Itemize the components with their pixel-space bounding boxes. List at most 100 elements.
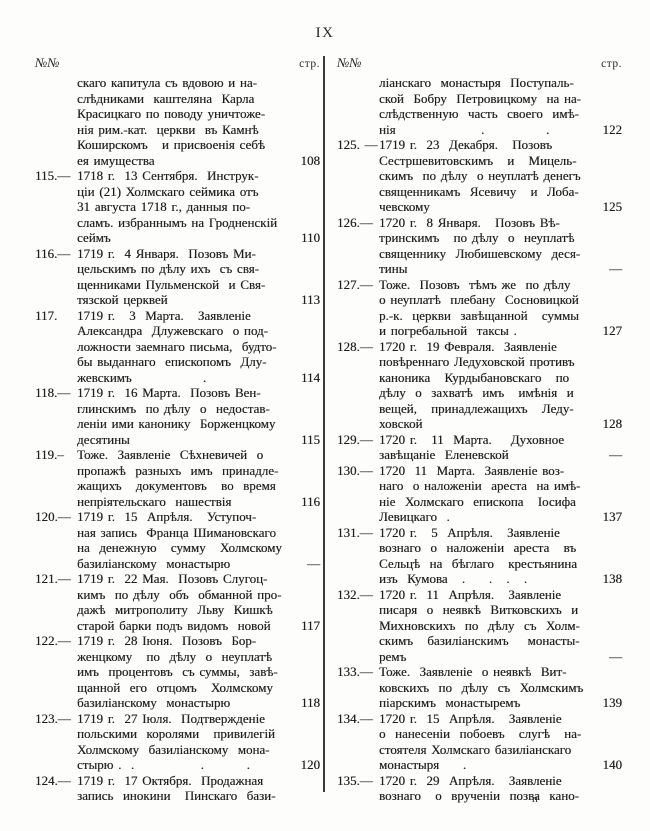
entry-page-number: 118 bbox=[300, 695, 320, 710]
entry-text: Тоже. Заявленіе Сѣхневичей о пропажѣ раз… bbox=[77, 447, 279, 509]
toc-entry: 131.— 1720 г. 5 Апрѣля. Заявленіе вознаг… bbox=[337, 525, 622, 587]
entry-number: 126.— bbox=[337, 214, 373, 230]
entry-text: скаго капитула съ вдовою и на- слѣдникам… bbox=[77, 75, 266, 168]
toc-entry: 125. — 1719 г. 23 Декабря. Позовъ Сестрш… bbox=[337, 137, 622, 215]
entry-number: 131.— bbox=[337, 524, 373, 540]
entry-text: 1720 г. 5 Апрѣля. Заявленіе вознаго о на… bbox=[379, 524, 578, 587]
entry-number: 130.— bbox=[337, 462, 373, 478]
entry-text: ліанскаго монастыря Поступаль- ской Бобр… bbox=[379, 75, 582, 137]
entry-page-number: 114 bbox=[300, 369, 320, 385]
entry-number: 135.— bbox=[337, 772, 373, 788]
entry-page-number: 125 bbox=[602, 199, 623, 214]
entry-number: 132.— bbox=[337, 586, 373, 602]
toc-entry: 133.— Тоже. Заявленіе о неявкѣ Вит- ковс… bbox=[337, 664, 622, 711]
column-divider-rule bbox=[323, 56, 325, 792]
toc-column-right: №№ стр. ліанскаго монастыря Поступаль- с… bbox=[337, 55, 622, 804]
column-header: №№ стр. bbox=[337, 55, 622, 71]
entry-text: 1720 г. 8 Января. Позовъ Вѣ- тринскимъ п… bbox=[379, 214, 581, 277]
entry-page-number: — bbox=[609, 447, 622, 462]
toc-entry: 128.— 1720 г. 19 Февраля. Заявленіе повѣ… bbox=[337, 339, 622, 432]
entry-text: 1719 г. 23 Декабря. Позовъ Сестршевитовс… bbox=[379, 137, 581, 214]
entry-number: 120.— bbox=[35, 509, 71, 524]
entry-text: 1720 г. 11 Апрѣля. Заявленіе писаря о не… bbox=[379, 586, 580, 664]
entry-number: 115.— bbox=[35, 168, 71, 183]
entry-page-number: 138 bbox=[602, 571, 623, 586]
entry-number: 118.— bbox=[35, 385, 71, 400]
entry-text: 1720 11 Марта. Заявленіе воз- наго о нал… bbox=[379, 462, 581, 525]
entry-number: 121.— bbox=[35, 571, 71, 586]
toc-column-left: №№ стр. скаго капитула съ вдовою и на- с… bbox=[35, 55, 320, 804]
toc-entry: 127.— Тоже. Позовъ тѣмъ же по дѣлу о неу… bbox=[337, 277, 622, 339]
entry-text: Тоже. Заявленіе о неявкѣ Вит- ковскихъ п… bbox=[379, 664, 584, 710]
entry-number: 134.— bbox=[337, 710, 373, 726]
entry-text: 1719 г. 15 Апрѣля. Уступоч- ная запись Ф… bbox=[77, 509, 282, 571]
toc-entry: 129.— 1720 г. 11 Марта. Духовное завѣщан… bbox=[337, 432, 622, 463]
page-folio-number: IX bbox=[315, 25, 335, 41]
entry-text: 1720 г. 29 Апрѣля. Заявленіе вознаго о в… bbox=[379, 772, 579, 804]
entry-page-number: 116 bbox=[300, 493, 320, 509]
toc-entry: 116.— 1719 г. 4 Января. Позовъ Ми- цельс… bbox=[35, 246, 320, 308]
entry-text: 1720 г. 19 Февраля. Заявленіе повѣреннаг… bbox=[379, 338, 575, 432]
entry-number: 125. — bbox=[337, 137, 378, 152]
entry-number: 124.— bbox=[35, 772, 71, 788]
entry-text: 1719 г. 28 Іюня. Позовъ Бор- женцкому по… bbox=[77, 633, 278, 710]
page-number-header: стр. bbox=[299, 58, 320, 70]
entry-number: 117. bbox=[35, 307, 58, 323]
entry-page-number: 128 bbox=[602, 416, 623, 431]
entry-list: скаго капитула съ вдовою и на- слѣдникам… bbox=[35, 75, 320, 804]
entry-page-number: — bbox=[609, 261, 622, 276]
page-number-header: стр. bbox=[601, 58, 622, 70]
entry-text: 1719 г. 16 Марта. Позовъ Вен- глинскимъ … bbox=[77, 385, 276, 447]
toc-entry: ліанскаго монастыря Поступаль- ской Бобр… bbox=[337, 75, 622, 137]
toc-entry: 119.– Тоже. Заявленіе Сѣхневичей о пропа… bbox=[35, 447, 320, 509]
toc-entry: скаго капитула съ вдовою и на- слѣдникам… bbox=[35, 75, 320, 168]
entry-text: 1719 г. 3 Марта. Заявленіе Александра Дл… bbox=[77, 307, 277, 385]
column-header: №№ стр. bbox=[35, 55, 320, 71]
toc-entry: 120.— 1719 г. 15 Апрѣля. Уступоч- ная за… bbox=[35, 509, 320, 571]
entry-list: ліанскаго монастыря Поступаль- ской Бобр… bbox=[337, 75, 622, 804]
toc-entry: 135.— 1720 г. 29 Апрѣля. Заявленіе возна… bbox=[337, 773, 622, 804]
entry-page-number: 113 bbox=[300, 292, 320, 307]
entry-number: 122.— bbox=[35, 633, 71, 648]
entry-number: 119.– bbox=[35, 447, 64, 462]
entry-text: 1720 г. 15 Апрѣля. Заявленіе о нанесеніи… bbox=[379, 710, 582, 773]
entry-page-number: 108 bbox=[300, 152, 321, 168]
entry-text: 1719 г. 4 Января. Позовъ Ми- цельскимъ п… bbox=[77, 245, 266, 308]
entry-number-header: №№ bbox=[35, 55, 60, 70]
entry-page-number: 120 bbox=[300, 757, 321, 772]
entry-number: 133.— bbox=[337, 664, 373, 679]
entry-text: 1720 г. 11 Марта. Духовное завѣщаніе Еле… bbox=[379, 431, 565, 463]
entry-page-number: — bbox=[609, 648, 622, 664]
entry-page-number: 140 bbox=[602, 757, 623, 772]
entry-page-number: 117 bbox=[300, 617, 320, 633]
toc-entry: 115.— 1718 г. 13 Сентября. Инструк- ціи … bbox=[35, 168, 320, 246]
entry-page-number: 137 bbox=[602, 509, 623, 524]
toc-entry: 134.— 1720 г. 15 Апрѣля. Заявленіе о нан… bbox=[337, 711, 622, 773]
entry-number-header: №№ bbox=[337, 55, 362, 70]
entry-page-number: 122 bbox=[602, 121, 623, 137]
entry-number: 128.— bbox=[337, 338, 373, 354]
entry-text: 1719 г. 22 Мая. Позовъ Слугоц- кимъ по д… bbox=[77, 571, 282, 633]
toc-entry: 122.— 1719 г. 28 Іюня. Позовъ Бор- женцк… bbox=[35, 633, 320, 711]
toc-entry: 121.— 1719 г. 22 Мая. Позовъ Слугоц- ким… bbox=[35, 571, 320, 633]
entry-number: 129.— bbox=[337, 431, 373, 447]
entry-page-number: — bbox=[307, 555, 320, 571]
entry-page-number: 115 bbox=[300, 431, 320, 447]
entry-number: 123.— bbox=[35, 710, 71, 726]
toc-entry: 117. 1719 г. 3 Марта. Заявленіе Александ… bbox=[35, 308, 320, 386]
entry-text: 1719 г. 17 Октября. Продажная запись ино… bbox=[77, 772, 276, 804]
entry-page-number: 110 bbox=[300, 230, 320, 245]
entry-page-number: 127 bbox=[602, 323, 623, 338]
toc-entry: 123.— 1719 г. 27 Іюля. Подтвержденіе пол… bbox=[35, 711, 320, 773]
toc-entry: 132.— 1720 г. 11 Апрѣля. Заявленіе писар… bbox=[337, 587, 622, 665]
entry-number: 127.— bbox=[337, 276, 373, 292]
entry-text: 1719 г. 27 Іюля. Подтвержденіе польскими… bbox=[77, 710, 275, 773]
toc-entry: 126.— 1720 г. 8 Января. Позовъ Вѣ- тринс… bbox=[337, 215, 622, 277]
signature-mark: п bbox=[532, 793, 538, 805]
entry-text: 1718 г. 13 Сентября. Инструк- ціи (21) Х… bbox=[77, 168, 278, 245]
entry-page-number: 139 bbox=[602, 695, 623, 710]
toc-entry: 124.— 1719 г. 17 Октября. Продажная запи… bbox=[35, 773, 320, 804]
entry-number: 116.— bbox=[35, 245, 71, 261]
toc-entry: 130.— 1720 11 Марта. Заявленіе воз- наго… bbox=[337, 463, 622, 525]
